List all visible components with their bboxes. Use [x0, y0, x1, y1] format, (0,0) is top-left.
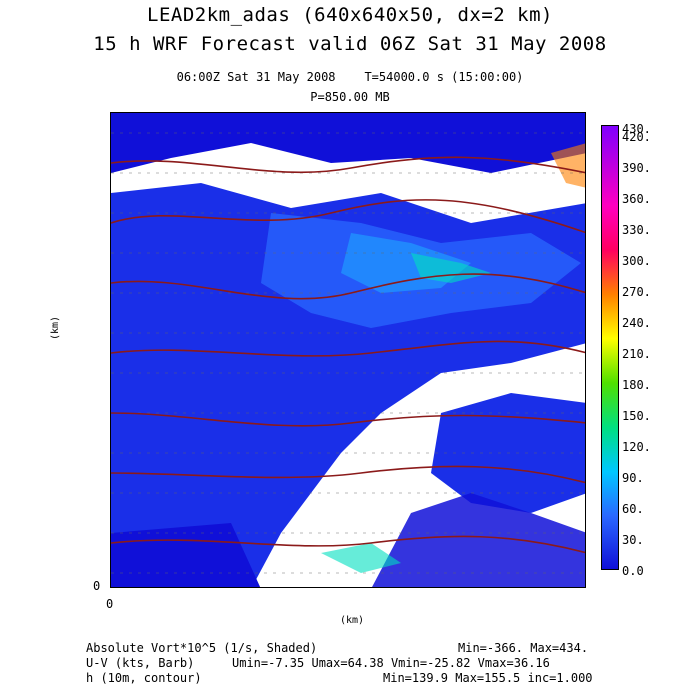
vorticity-map: [110, 112, 586, 588]
title-line-2: 15 h WRF Forecast valid 06Z Sat 31 May 2…: [93, 33, 607, 55]
colorbar-label-1: 390.: [622, 161, 651, 175]
colorbar-label-13: 30.: [622, 533, 644, 547]
colorbar-label-10: 120.: [622, 440, 651, 454]
footer-h-range: Min=139.9 Max=155.5 inc=1.000: [383, 671, 593, 685]
colorbar-label-9: 150.: [622, 409, 651, 423]
footer-h-label: h (10m, contour): [86, 671, 202, 685]
colorbar-label-6: 240.: [622, 316, 651, 330]
x-origin-label: 0: [106, 597, 114, 611]
y-axis-label: (km): [50, 315, 61, 340]
colorbar: [601, 125, 619, 570]
colorbar-label-5: 270.: [622, 285, 651, 299]
footer-uv-label: U-V (kts, Barb): [86, 656, 195, 670]
footer-uv-range: Umin=-7.35 Umax=64.38 Vmin=-25.82 Vmax=3…: [232, 656, 550, 670]
header-t: T=54000.0 s (15:00:00): [364, 70, 524, 84]
colorbar-label-12: 60.: [622, 502, 644, 516]
colorbar-label-2: 360.: [622, 192, 651, 206]
footer-vort-label: Absolute Vort*10^5 (1/s, Shaded): [86, 641, 318, 655]
colorbar-top-label: 430.: [622, 122, 651, 136]
colorbar-label-0: 420.: [622, 130, 651, 144]
colorbar-label-8: 180.: [622, 378, 651, 392]
colorbar-gradient: [602, 126, 618, 569]
colorbar-label-4: 300.: [622, 254, 651, 268]
colorbar-label-3: 330.: [622, 223, 651, 237]
x-axis-label: (km): [340, 615, 365, 626]
height-contours: [111, 156, 585, 554]
colorbar-label-14: 0.0: [622, 564, 644, 578]
vorticity-map-svg: [111, 113, 585, 587]
title-line-1: LEAD2km_adas (640x640x50, dx=2 km): [147, 4, 553, 26]
footer-vort-range: Min=-366. Max=434.: [458, 641, 589, 655]
y-origin-label: 0: [93, 579, 101, 593]
header-time-line: 06:00Z Sat 31 May 2008 T=54000.0 s (15:0…: [0, 70, 700, 84]
colorbar-label-7: 210.: [622, 347, 651, 361]
header-pressure: P=850.00 MB: [310, 90, 390, 104]
header-time: 06:00Z Sat 31 May 2008: [176, 70, 336, 84]
colorbar-label-11: 90.: [622, 471, 644, 485]
